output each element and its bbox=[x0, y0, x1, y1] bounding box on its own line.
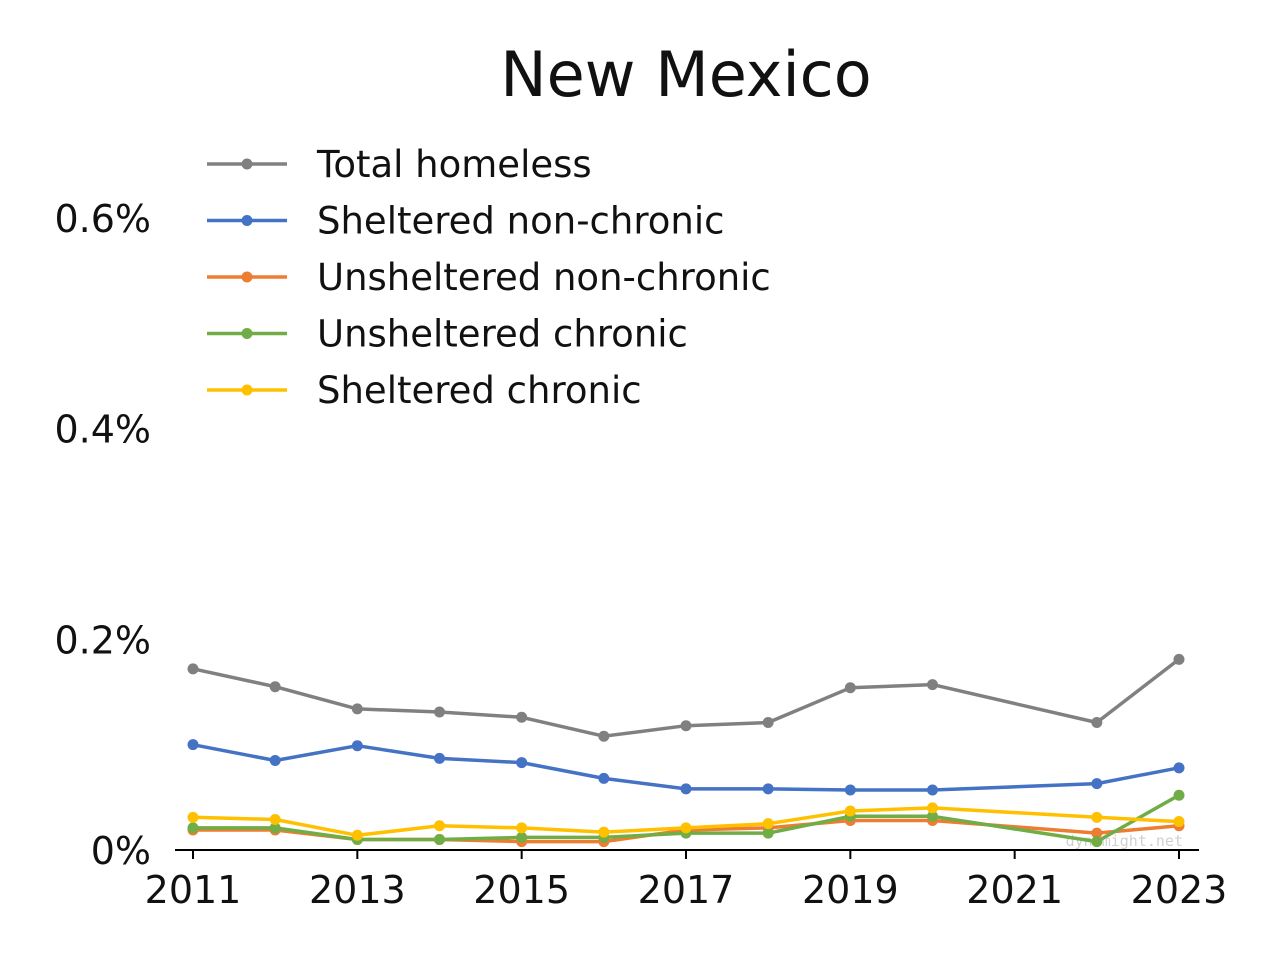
legend-item: Sheltered non-chronic bbox=[207, 200, 724, 243]
x-tick-label: 2013 bbox=[309, 868, 406, 912]
series-lines bbox=[187, 653, 1185, 848]
data-point bbox=[762, 827, 774, 839]
data-point bbox=[187, 739, 199, 751]
data-point bbox=[680, 822, 692, 834]
data-point bbox=[598, 826, 610, 838]
data-point bbox=[762, 818, 774, 830]
data-point bbox=[927, 810, 938, 822]
legend-label: Sheltered chronic bbox=[317, 369, 642, 412]
series-line bbox=[191, 742, 1181, 792]
series-sheltered-non-chronic bbox=[187, 739, 1185, 796]
data-point bbox=[1173, 816, 1185, 828]
x-tick-label: 2023 bbox=[1131, 868, 1228, 912]
data-point bbox=[680, 783, 692, 795]
legend: Total homeless Sheltered non-chronic Unshe… bbox=[207, 143, 771, 412]
x-tick-label: 2021 bbox=[966, 868, 1063, 912]
data-point bbox=[1091, 827, 1103, 839]
data-point bbox=[1091, 811, 1103, 823]
data-point bbox=[351, 740, 363, 752]
data-point bbox=[269, 754, 281, 766]
legend-label: Sheltered non-chronic bbox=[317, 200, 724, 243]
data-point bbox=[434, 833, 445, 845]
chart-title: New Mexico bbox=[500, 38, 871, 111]
y-tick-label: 0.6% bbox=[54, 197, 151, 241]
data-point bbox=[1091, 778, 1103, 790]
data-point bbox=[187, 811, 199, 823]
data-point bbox=[269, 681, 281, 693]
data-point bbox=[1173, 789, 1185, 801]
data-point bbox=[680, 720, 692, 732]
data-point bbox=[434, 706, 445, 718]
legend-swatch-marker bbox=[241, 215, 253, 226]
data-point bbox=[516, 711, 528, 723]
data-point bbox=[1091, 836, 1103, 848]
data-point bbox=[269, 822, 281, 834]
data-point bbox=[844, 682, 856, 694]
data-point bbox=[1173, 653, 1185, 665]
legend-item: Unsheltered non-chronic bbox=[207, 256, 771, 299]
data-point bbox=[762, 717, 774, 729]
data-point bbox=[434, 752, 445, 764]
legend-item: Unsheltered chronic bbox=[207, 313, 688, 356]
series-line bbox=[191, 806, 1181, 838]
series-line bbox=[191, 793, 1181, 844]
data-point bbox=[187, 663, 199, 675]
x-tick-label: 2017 bbox=[638, 868, 735, 912]
legend-item: Total homeless bbox=[207, 143, 592, 186]
y-tick-label: 0% bbox=[91, 829, 151, 873]
x-tick-label: 2019 bbox=[802, 868, 899, 912]
y-tick-label: 0.2% bbox=[54, 618, 151, 662]
legend-swatch-marker bbox=[241, 271, 253, 283]
data-point bbox=[844, 805, 856, 817]
data-point bbox=[598, 772, 610, 784]
legend-label: Unsheltered non-chronic bbox=[317, 256, 771, 299]
series-sheltered-chronic bbox=[187, 802, 1185, 841]
data-point bbox=[927, 802, 938, 814]
data-point bbox=[351, 829, 363, 841]
legend-swatch-marker bbox=[241, 384, 253, 396]
data-point bbox=[844, 784, 856, 796]
x-tick-label: 2015 bbox=[473, 868, 570, 912]
data-point bbox=[351, 703, 363, 715]
legend-label: Total homeless bbox=[316, 143, 592, 186]
data-point bbox=[927, 679, 938, 691]
x-tick-label: 2011 bbox=[145, 868, 242, 912]
legend-label: Unsheltered chronic bbox=[317, 313, 688, 356]
data-point bbox=[1091, 717, 1103, 729]
data-point bbox=[927, 784, 938, 796]
series-total-homeless bbox=[187, 653, 1185, 742]
data-point bbox=[434, 820, 445, 832]
legend-item: Sheltered chronic bbox=[207, 369, 642, 412]
data-point bbox=[269, 813, 281, 825]
data-point bbox=[516, 757, 528, 769]
data-point bbox=[516, 822, 528, 834]
legend-swatch-marker bbox=[241, 158, 253, 170]
data-point bbox=[187, 822, 199, 834]
axes: 2011 2013 2015 2017 2019 2021 2023 0% 0.2% 0.4% 0.… bbox=[54, 197, 1227, 912]
data-point bbox=[762, 783, 774, 795]
data-point bbox=[516, 831, 528, 843]
series-line bbox=[191, 657, 1181, 738]
data-point bbox=[598, 730, 610, 742]
data-point bbox=[1173, 762, 1185, 774]
legend-swatch-marker bbox=[241, 328, 253, 339]
y-tick-label: 0.4% bbox=[54, 408, 151, 452]
